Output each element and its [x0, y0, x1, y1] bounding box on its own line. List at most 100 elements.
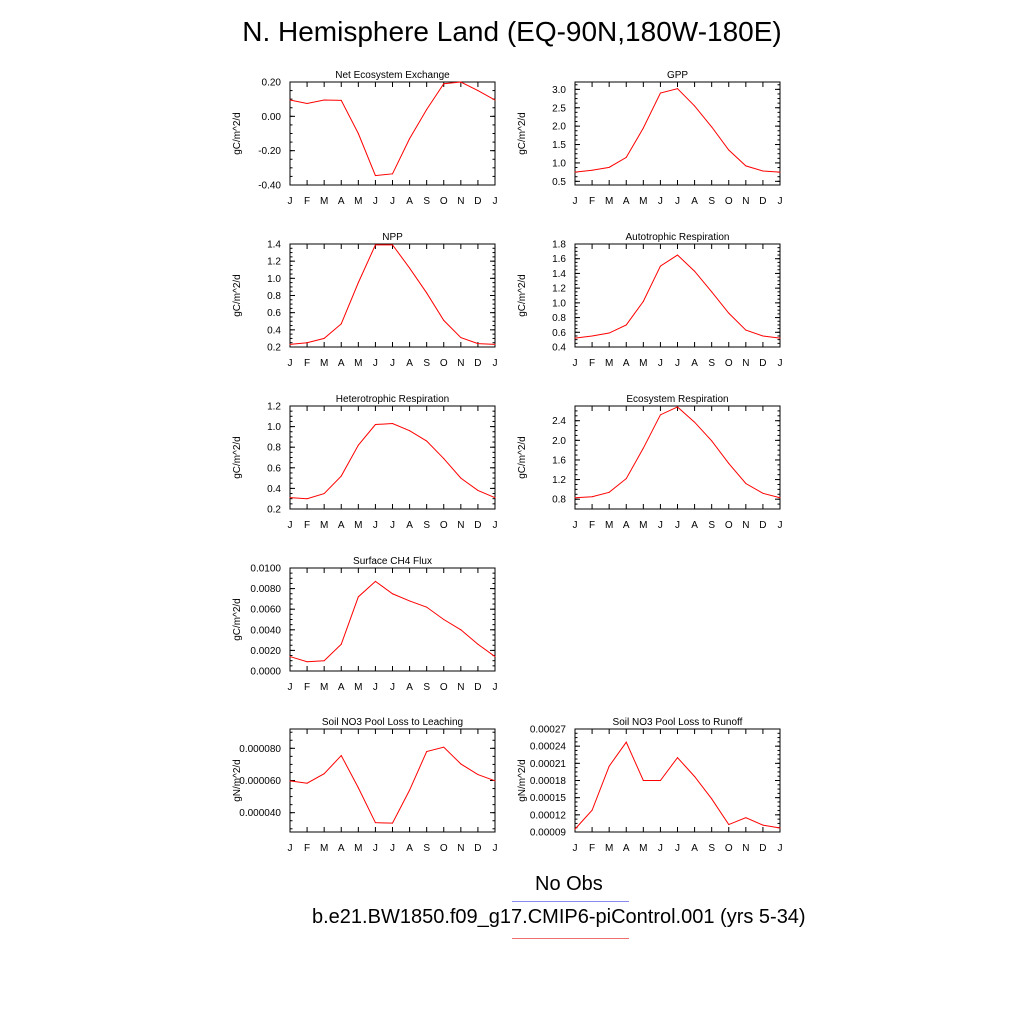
data-point [745, 329, 747, 331]
x-tick-label: J [778, 520, 783, 531]
panel-title: Surface CH4 Flux [353, 556, 432, 567]
x-tick-label: J [493, 843, 498, 854]
y-tick-label: 0.0060 [250, 605, 281, 616]
data-point [711, 126, 713, 128]
y-tick-label: 0.00024 [530, 742, 567, 753]
data-point [460, 629, 462, 631]
x-tick-label: A [623, 520, 630, 531]
data-point [357, 787, 359, 789]
data-point [289, 99, 291, 101]
x-tick-label: J [675, 358, 680, 369]
data-point [779, 827, 781, 829]
data-point [426, 292, 428, 294]
data-point [306, 342, 308, 344]
data-point [306, 498, 308, 500]
x-tick-label: J [390, 196, 395, 207]
data-point [677, 88, 678, 90]
data-point [443, 458, 445, 460]
y-axis-label: gN/m^2/d [232, 759, 243, 802]
data-point [289, 343, 291, 345]
data-point [357, 444, 359, 446]
series-line [574, 406, 781, 499]
x-tick-label: O [725, 196, 733, 207]
x-tick-label: S [708, 196, 715, 207]
x-tick-label: J [373, 682, 378, 693]
x-tick-label: J [658, 358, 663, 369]
x-tick-label: N [742, 358, 749, 369]
data-point [625, 324, 627, 326]
series-line [574, 741, 781, 830]
data-point [494, 656, 496, 658]
x-tick-label: S [423, 520, 430, 531]
data-point [323, 660, 325, 662]
y-tick-label: 0.6 [267, 308, 281, 319]
x-tick-label: M [639, 196, 647, 207]
data-point [357, 596, 359, 598]
x-tick-label: A [338, 520, 345, 531]
data-point [608, 491, 610, 493]
y-tick-label: 1.6 [552, 455, 566, 466]
x-tick-label: F [304, 520, 310, 531]
x-tick-label: N [742, 196, 749, 207]
y-tick-label: 0.00018 [530, 776, 567, 787]
y-tick-label: 0.8 [552, 313, 566, 324]
y-axis-label: gC/m^2/d [232, 274, 243, 317]
x-tick-label: M [354, 520, 362, 531]
x-tick-label: D [474, 843, 481, 854]
x-tick-label: O [725, 843, 733, 854]
data-point [409, 138, 411, 140]
x-tick-label: J [658, 196, 663, 207]
x-tick-label: A [406, 196, 413, 207]
data-point [745, 482, 747, 484]
x-tick-label: J [778, 843, 783, 854]
x-tick-label: F [589, 843, 595, 854]
y-tick-label: 0.00 [262, 112, 282, 123]
data-point [745, 165, 747, 167]
x-tick-label: J [390, 358, 395, 369]
panel-hr: Heterotrophic Respiration gC/m^2/d 0.2 0.4 0… [232, 394, 498, 531]
x-tick-label: J [675, 843, 680, 854]
data-point [494, 780, 496, 782]
y-tick-label: 1.2 [552, 475, 566, 486]
x-tick-label: J [493, 682, 498, 693]
x-tick-label: M [605, 358, 613, 369]
panel-title: Soil NO3 Pool Loss to Runoff [613, 717, 743, 728]
data-point [494, 343, 496, 345]
x-tick-label: D [474, 520, 481, 531]
x-tick-label: F [304, 843, 310, 854]
x-tick-label: F [589, 358, 595, 369]
x-tick-label: A [691, 196, 698, 207]
x-tick-label: A [623, 843, 630, 854]
x-tick-label: J [390, 843, 395, 854]
plot-frame [574, 81, 781, 186]
y-tick-label: 0.8 [267, 443, 281, 454]
x-tick-label: M [639, 520, 647, 531]
y-axis-label: gC/m^2/d [232, 598, 243, 641]
data-point [374, 580, 376, 582]
x-tick-label: J [573, 358, 578, 369]
data-point [340, 99, 342, 101]
x-tick-label: J [288, 520, 293, 531]
x-tick-label: J [373, 196, 378, 207]
data-point [289, 656, 291, 658]
y-tick-label: 1.5 [552, 140, 566, 151]
x-tick-label: D [474, 358, 481, 369]
x-tick-label: A [691, 358, 698, 369]
plot-frame [289, 567, 496, 672]
data-point [574, 828, 576, 830]
y-tick-label: 0.0000 [250, 667, 281, 678]
data-point [574, 497, 576, 499]
legend-obs-label: No Obs [535, 873, 603, 895]
x-tick-label: A [338, 358, 345, 369]
x-tick-label: M [320, 520, 328, 531]
data-point [392, 173, 393, 175]
data-point [409, 430, 411, 432]
x-tick-label: A [691, 843, 698, 854]
data-point [659, 414, 661, 416]
x-tick-label: A [338, 682, 345, 693]
x-tick-label: A [406, 682, 413, 693]
y-tick-label: 0.00009 [530, 828, 567, 839]
series-line [289, 423, 496, 500]
x-tick-label: S [423, 843, 430, 854]
x-tick-label: A [623, 196, 630, 207]
